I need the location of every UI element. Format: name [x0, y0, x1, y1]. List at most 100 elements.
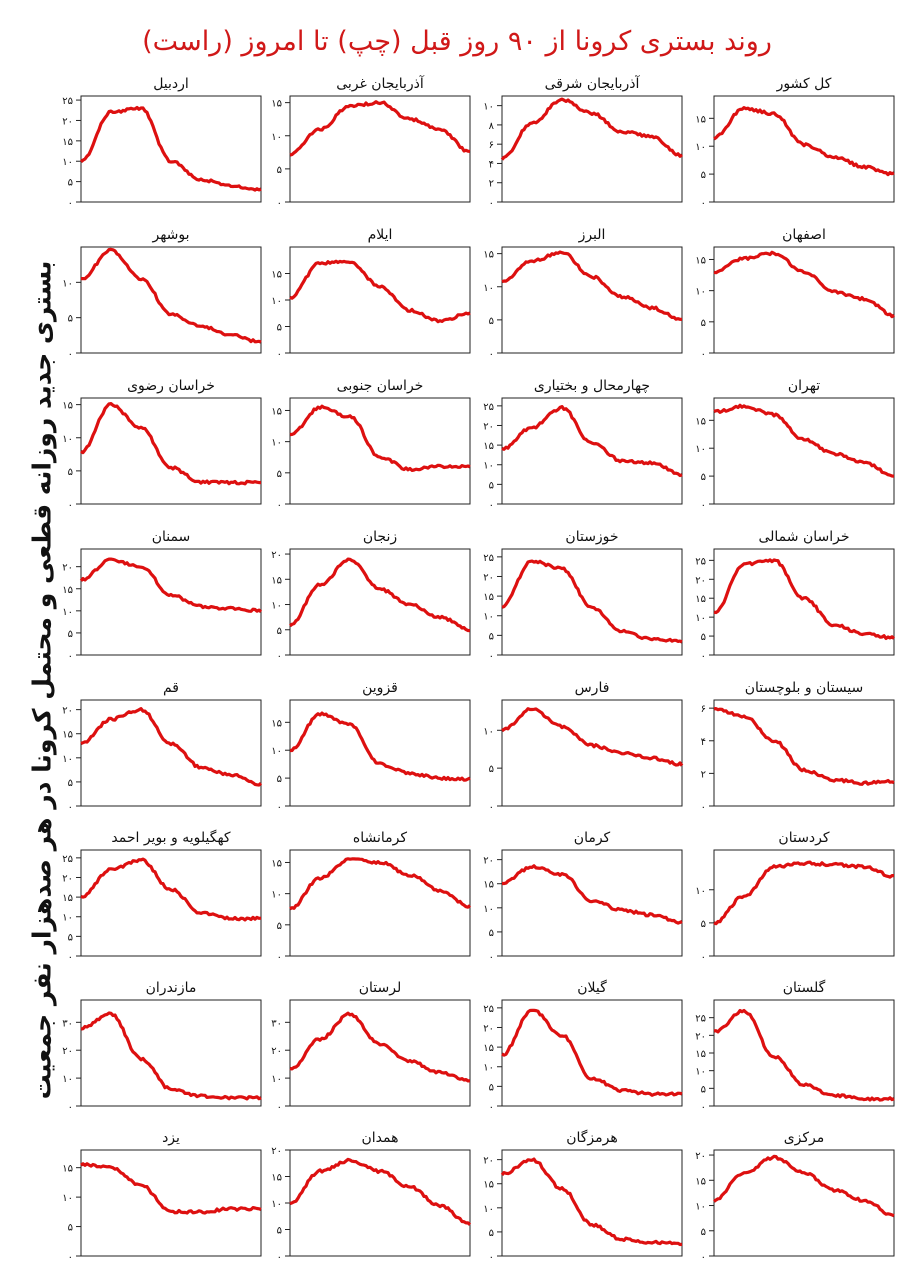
y-tick-label: ۱۵: [271, 575, 282, 586]
y-tick-label: ۱۵: [62, 585, 73, 596]
y-tick-label: ۰: [277, 500, 282, 511]
plot-frame: [501, 849, 683, 957]
plot-frame: [713, 699, 895, 807]
chart-title: کرمانشاه: [353, 830, 407, 846]
chart-panel: اصفهان ۰ ۵ ۱۰ ۱۵: [695, 227, 895, 360]
y-tick-label: ۰: [701, 952, 706, 963]
plot-frame: [501, 999, 683, 1107]
y-tick-label: ۱۵: [483, 250, 494, 261]
series-line: [501, 707, 684, 767]
plot-frame: [289, 548, 471, 656]
plot-frame: [80, 1149, 262, 1257]
chart-title: زنجان: [363, 529, 397, 545]
y-tick-label: ۱۵: [62, 137, 73, 148]
y-tick-label: ۲۰: [483, 421, 494, 432]
y-tick-label: ۲۰: [695, 1151, 706, 1162]
series-line: [500, 97, 683, 161]
chart-panel: کرمانشاه ۰ ۵ ۱۰ ۱۵: [271, 830, 472, 963]
y-tick-label: ۱۵: [483, 1180, 494, 1191]
y-tick-label: ۵: [701, 632, 706, 643]
y-tick-label: ۱۰: [271, 296, 282, 307]
y-tick-label: ۵: [68, 932, 73, 943]
y-tick-label: ۲۰: [62, 706, 73, 717]
plot-frame: [289, 1149, 471, 1257]
y-tick-label: ۱۰: [483, 904, 494, 915]
y-tick-label: ۲۰: [62, 116, 73, 127]
y-tick-label: ۰: [68, 651, 73, 662]
y-tick-label: ۲۰: [483, 856, 494, 867]
y-tick-label: ۵: [277, 921, 282, 932]
series-line: [80, 1011, 262, 1101]
y-tick-label: ۰: [68, 1102, 73, 1113]
y-tick-label: ۱۰: [271, 132, 282, 143]
series-line: [713, 1154, 895, 1218]
series-line: [501, 250, 683, 321]
y-tick-label: ۱۰: [271, 438, 282, 449]
series-line: [289, 557, 471, 633]
y-tick-label: ۰: [68, 198, 73, 209]
series-line: [713, 558, 896, 641]
plot-frame: [289, 999, 471, 1107]
y-tick-label: ۲۵: [62, 96, 73, 107]
chart-title: همدان: [362, 1130, 399, 1146]
y-tick-label: ۵: [701, 1084, 706, 1095]
y-tick-label: ۱۰: [695, 444, 706, 455]
y-tick-label: ۲۵: [483, 402, 494, 413]
y-tick-label: ۵: [277, 165, 282, 176]
series-line: [713, 250, 895, 319]
chart-panel: هرمزگان ۰ ۵ ۱۰ ۱۵ ۲۰: [483, 1129, 683, 1263]
y-tick-label: ۰: [68, 1252, 73, 1263]
y-tick-label: ۰: [489, 802, 494, 813]
series-line: [713, 105, 895, 177]
y-tick-label: ۰: [701, 198, 706, 209]
series-line: [289, 1157, 472, 1226]
y-tick-label: ۱۰: [271, 890, 282, 901]
y-tick-label: ۰: [277, 1102, 282, 1113]
chart-panel: ایلام ۰ ۵ ۱۰ ۱۵: [271, 227, 471, 360]
y-tick-label: ۵: [68, 629, 73, 640]
plot-frame: [80, 699, 262, 807]
y-tick-label: ۰: [489, 349, 494, 360]
y-tick-label: ۱۰: [483, 1063, 494, 1074]
chart-title: البرز: [578, 227, 606, 243]
y-tick-label: ۰: [489, 1102, 494, 1113]
y-tick-label: ۱۵: [62, 1164, 73, 1175]
plot-frame: [713, 246, 895, 354]
chart-title: مرکزی: [784, 1130, 825, 1146]
chart-panel: تهران ۰ ۵ ۱۰ ۱۵: [695, 378, 895, 511]
y-tick-label: ۱۰: [271, 746, 282, 757]
y-tick-label: ۰: [489, 651, 494, 662]
y-tick-label: ۴: [489, 159, 494, 170]
series-line: [713, 860, 894, 926]
series-line: [289, 404, 471, 472]
y-tick-label: ۵: [68, 314, 73, 325]
y-tick-label: ۱۰: [695, 287, 706, 298]
plot-frame: [80, 397, 262, 505]
y-tick-label: ۱۰: [483, 1204, 494, 1215]
chart-panel: گیلان ۰ ۵ ۱۰ ۱۵ ۲۰ ۲۵: [483, 979, 683, 1113]
y-tick-label: ۲۰: [271, 550, 282, 561]
y-tick-label: ۰: [701, 349, 706, 360]
chart-title: تهران: [788, 378, 820, 394]
y-tick-label: ۰: [68, 802, 73, 813]
chart-panel: اردبیل ۰ ۵ ۱۰ ۱۵ ۲۰ ۲۵: [62, 76, 262, 209]
y-tick-label: ۲۵: [695, 1014, 706, 1025]
chart-panel: زنجان ۰ ۵ ۱۰ ۱۵ ۲۰: [271, 529, 471, 662]
y-tick-label: ۱۵: [483, 592, 494, 603]
y-tick-label: ۲۰: [62, 873, 73, 884]
y-tick-label: ۰: [68, 349, 73, 360]
y-tick-label: ۵: [489, 480, 494, 491]
y-tick-label: ۲: [489, 179, 494, 190]
chart-panel: گلستان ۰ ۵ ۱۰ ۱۵ ۲۰ ۲۵: [695, 979, 895, 1113]
y-tick-label: ۵: [277, 323, 282, 334]
y-tick-label: ۲۰: [271, 1046, 282, 1057]
y-tick-label: ۵: [489, 1082, 494, 1093]
plot-frame: [501, 548, 683, 656]
y-tick-label: ۵: [277, 469, 282, 480]
y-tick-label: ۱۰: [695, 613, 706, 624]
plot-frame: [80, 548, 262, 656]
y-tick-label: ۲۰: [62, 1046, 73, 1057]
y-tick-label: ۵: [701, 318, 706, 329]
y-tick-label: ۱۰: [695, 142, 706, 153]
chart-title: آذربایجان غربی: [336, 75, 425, 92]
